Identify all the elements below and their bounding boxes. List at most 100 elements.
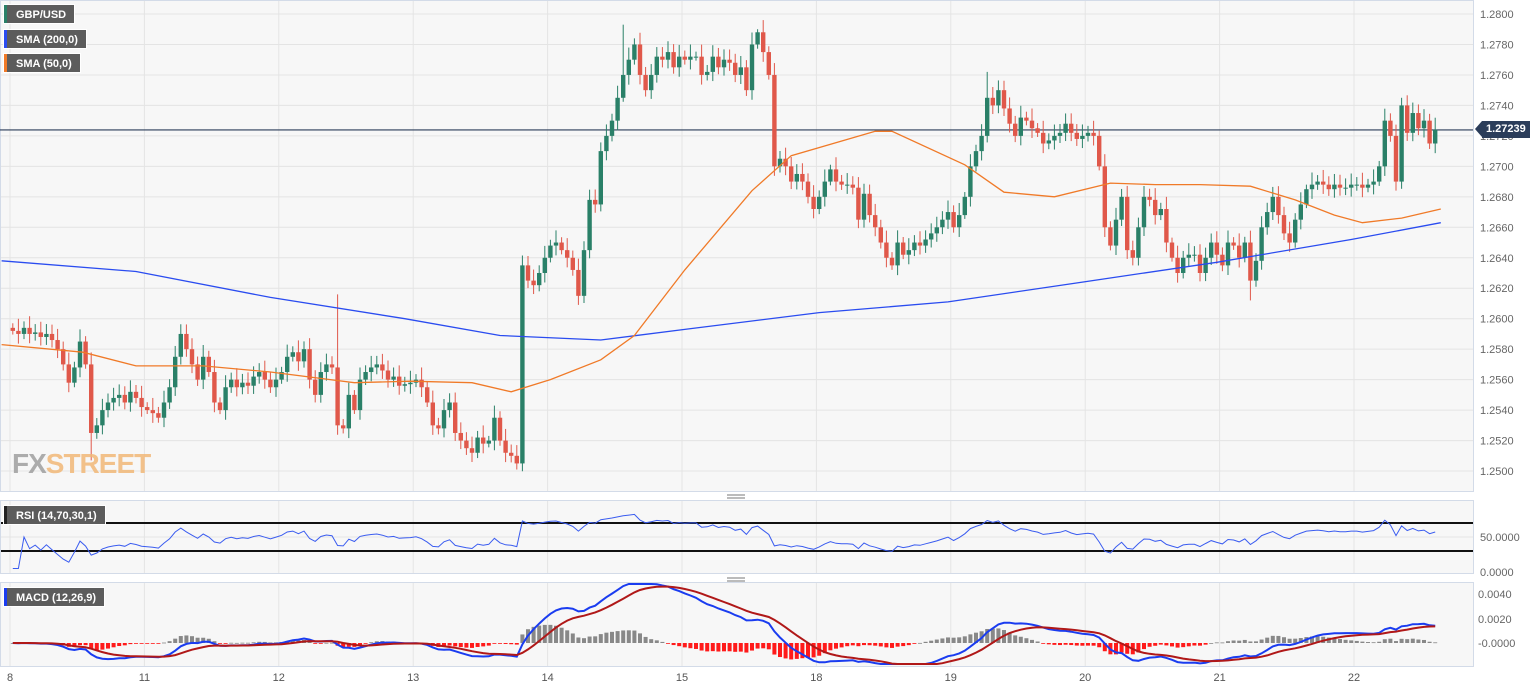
candle xyxy=(1343,178,1348,196)
candle-body xyxy=(1298,204,1303,220)
candle xyxy=(682,50,687,65)
candle xyxy=(66,352,71,393)
candle-body xyxy=(1259,227,1264,261)
candle xyxy=(341,419,346,434)
candle-body xyxy=(1029,120,1035,129)
candle-body xyxy=(117,394,122,398)
price-tick-label: 1.2800 xyxy=(1480,9,1514,21)
day-tick-label: 11 xyxy=(139,672,150,684)
candle xyxy=(1326,176,1331,196)
candle xyxy=(1399,97,1404,189)
candle-body xyxy=(1287,233,1292,243)
candle-body xyxy=(626,59,631,75)
candle xyxy=(1052,124,1057,150)
candle-body xyxy=(901,242,906,255)
candle-body xyxy=(38,332,43,337)
legend-symbol[interactable]: GBP/USD xyxy=(3,4,76,24)
candle xyxy=(509,444,514,463)
macd-histogram-bar xyxy=(1282,637,1286,643)
candle-body xyxy=(1069,123,1074,133)
macd-histogram-bar xyxy=(598,634,603,643)
macd-histogram-bar xyxy=(850,643,855,646)
candle-body xyxy=(419,379,424,388)
candle-body xyxy=(884,242,889,258)
candle-body xyxy=(973,151,979,167)
candle-body xyxy=(565,250,570,258)
macd-histogram-bar xyxy=(139,643,144,644)
candle xyxy=(1248,230,1253,301)
legend-rsi[interactable]: RSI (14,70,30,1) xyxy=(3,505,106,525)
candle xyxy=(805,173,811,204)
candle xyxy=(10,323,15,335)
candle xyxy=(352,390,357,414)
candle xyxy=(962,192,967,219)
macd-histogram-bar xyxy=(772,643,777,655)
macd-histogram-bar xyxy=(1248,641,1253,643)
candle xyxy=(16,318,21,344)
legend-sma50[interactable]: SMA (50,0) xyxy=(3,53,81,73)
candle xyxy=(1001,80,1007,117)
sma200-line xyxy=(1,222,1441,341)
candle-body xyxy=(469,448,475,453)
candle xyxy=(749,32,755,100)
candle xyxy=(884,230,889,268)
macd-histogram-bar xyxy=(548,624,553,643)
candle xyxy=(1416,104,1421,136)
macd-histogram-bar xyxy=(72,643,77,647)
candle xyxy=(895,230,900,276)
candle-body xyxy=(1242,242,1247,258)
candle-body xyxy=(1169,242,1175,258)
candle-body xyxy=(867,193,872,216)
candle-body xyxy=(632,44,637,60)
macd-histogram-bar xyxy=(520,634,525,643)
legend-macd[interactable]: MACD (12,26,9) xyxy=(3,587,106,607)
candle-body xyxy=(514,455,519,464)
macd-histogram-bar xyxy=(722,643,726,652)
candle xyxy=(307,338,312,389)
legend-color-swatch xyxy=(4,30,7,48)
macd-histogram-bar xyxy=(1332,638,1337,643)
candle-body xyxy=(1041,132,1046,144)
macd-histogram-bar xyxy=(1360,641,1365,643)
candle-body xyxy=(531,280,536,286)
candle xyxy=(1421,109,1427,138)
macd-histogram-bar xyxy=(1203,643,1208,645)
candle-body xyxy=(1192,254,1197,256)
candle-body xyxy=(346,394,351,429)
macd-panel-resize-handle[interactable] xyxy=(727,577,745,582)
candle-body xyxy=(727,59,732,63)
candle-body xyxy=(324,364,329,373)
candle xyxy=(447,393,452,418)
legend-sma200[interactable]: SMA (200,0) xyxy=(3,29,87,49)
candle xyxy=(1069,113,1074,142)
macd-histogram-bar xyxy=(318,643,323,644)
candle-body xyxy=(660,56,665,60)
macd-histogram-bar xyxy=(358,643,362,646)
candle-body xyxy=(133,391,139,398)
rsi-panel-resize-handle[interactable] xyxy=(727,494,745,499)
candle-body xyxy=(1181,257,1186,273)
candle-body xyxy=(363,372,368,380)
macd-histogram-bar xyxy=(542,624,547,643)
candle-body xyxy=(184,333,189,350)
macd-histogram-bar xyxy=(492,643,497,644)
candle xyxy=(503,428,508,463)
macd-histogram-bar xyxy=(1226,641,1230,643)
macd-histogram-bar xyxy=(727,643,732,652)
candle xyxy=(1433,117,1438,154)
candle-body xyxy=(822,181,827,197)
candle xyxy=(525,256,531,289)
candle xyxy=(391,367,396,387)
candle-body xyxy=(1035,128,1040,133)
day-tick-label: 20 xyxy=(1079,672,1091,684)
candle-body xyxy=(21,327,27,334)
candle-body xyxy=(161,402,167,418)
macd-histogram-bar xyxy=(716,643,721,652)
macd-histogram-bar xyxy=(78,643,82,646)
macd-histogram-bar xyxy=(1259,639,1264,643)
candle xyxy=(1276,186,1281,224)
candle xyxy=(1113,207,1119,256)
macd-histogram-bar xyxy=(240,642,245,644)
candle-body xyxy=(385,370,391,380)
